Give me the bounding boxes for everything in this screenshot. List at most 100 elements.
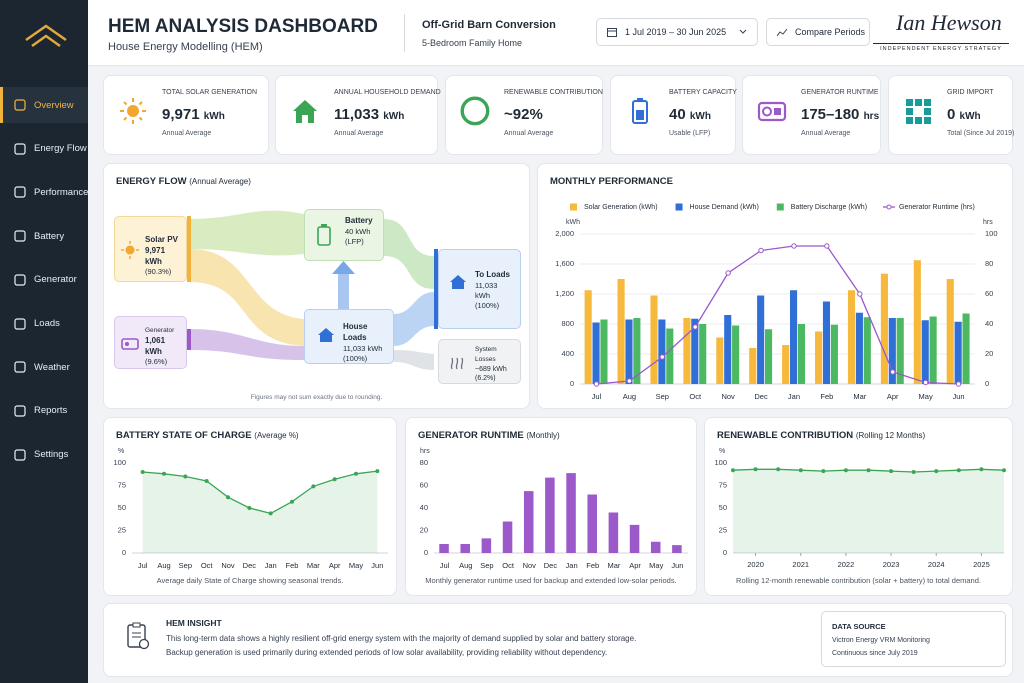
kpi-value: 40 kWh [669, 106, 711, 123]
y-tick-label: 25 [118, 525, 126, 534]
house-icon [318, 328, 334, 342]
bar [666, 328, 674, 384]
x-tick-label: Sep [480, 561, 493, 570]
bar [460, 544, 470, 553]
brand-tagline: INDEPENDENT ENERGY STRATEGY [873, 43, 1009, 52]
point [375, 469, 380, 474]
kpi-card: BATTERY CAPACITY 40 kWh Usable (LFP) [610, 75, 737, 155]
y-tick-label: 0 [424, 548, 428, 557]
bar [732, 325, 740, 384]
bar [954, 321, 962, 384]
bar [617, 279, 625, 384]
chart: 0 25 50 75 100% 2020 2021 2022 2023 2024 2025 [714, 448, 1006, 569]
kpi-number: 11,033 [334, 106, 380, 123]
bar [683, 318, 691, 384]
bar [855, 312, 863, 384]
note: Figures may not sum exactly due to round… [250, 394, 383, 401]
band [189, 249, 304, 346]
kpi-number: 175–180 [801, 106, 860, 123]
icon-shape [14, 143, 26, 155]
data-source-line: Continuous since July 2019 [832, 650, 918, 657]
node-bar [187, 329, 191, 350]
nav-icon [14, 230, 26, 242]
node-losses: System Losses ~689 kWh (6.2%) [438, 339, 521, 384]
x-tick-label: Sep [179, 561, 192, 570]
point [692, 324, 698, 330]
x-tick-label: Jun [952, 392, 964, 401]
x-tick-label: 2023 [883, 560, 900, 569]
bar [764, 329, 773, 384]
renewable-card: RENEWABLE CONTRIBUTION (Rolling 12 Month… [704, 417, 1013, 596]
node-value: 9,971 kWh [145, 245, 166, 266]
kpi-unit: kWh [203, 111, 225, 122]
kpi-card: RENEWABLE CONTRIBUTION ~92% Annual Average [445, 75, 603, 155]
nav-item[interactable]: Settings [0, 437, 88, 473]
nav-item[interactable]: Generator [0, 262, 88, 298]
compare-button[interactable]: Compare Periods [766, 18, 870, 46]
nav-item[interactable]: Overview [0, 87, 88, 123]
node-detail: (100%) [343, 353, 368, 363]
bar [566, 473, 576, 553]
y2-tick-label: 0 [985, 379, 989, 388]
x-tick-label: Apr [629, 561, 641, 570]
nav-item[interactable]: Weather [0, 349, 88, 385]
bar [749, 348, 757, 384]
bar [699, 324, 707, 384]
y-tick-label: 100 [113, 458, 126, 467]
nav-item[interactable]: Loads [0, 306, 88, 342]
point [204, 479, 209, 483]
nav-item[interactable]: Battery [0, 218, 88, 254]
point [183, 474, 188, 479]
bar [913, 260, 921, 384]
node-label: House Loads [343, 322, 368, 342]
kpi-icon [460, 96, 490, 126]
legend-swatch [570, 203, 577, 211]
node-label: To Loads [475, 270, 510, 279]
bar [650, 295, 658, 384]
point [725, 270, 731, 276]
point [731, 468, 735, 473]
subtitle: (Monthly) [526, 431, 560, 440]
caption: Average daily State of Charge showing se… [156, 576, 344, 585]
sun-icon [121, 241, 139, 259]
point [821, 469, 826, 474]
y2-tick-label: 60 [985, 289, 993, 298]
node-generator: Generator 1,061 kWh (9.6%) [114, 316, 187, 369]
clipboard-icon [127, 622, 150, 650]
y-tick-label: 0 [122, 548, 126, 557]
date-picker[interactable]: 1 Jul 2019 – 30 Jun 2025 [596, 18, 758, 46]
y-tick-label: 100 [714, 458, 727, 467]
point [311, 484, 316, 489]
point [922, 379, 929, 386]
y-tick-label: 2,000 [555, 229, 574, 238]
flow-bands [187, 210, 438, 370]
kpi-unit: kWh [689, 111, 711, 122]
y2-tick-label: 20 [985, 349, 993, 358]
x-tick-label: May [919, 392, 933, 401]
point [140, 470, 145, 474]
nav-item[interactable]: Energy Flow [0, 131, 88, 167]
nav-label: Performance [34, 186, 89, 198]
bar [880, 273, 888, 384]
point [753, 467, 758, 472]
kpi-value: 0 kWh [947, 106, 981, 123]
x-tick-label: Feb [286, 561, 299, 570]
point [758, 247, 764, 254]
subtitle: (Rolling 12 Months) [855, 431, 926, 440]
nav-icon [14, 448, 26, 461]
battery-icon [317, 224, 331, 246]
y-tick-label: 1,600 [555, 259, 574, 268]
y-tick-label: 50 [118, 503, 126, 512]
bar [757, 295, 765, 384]
point [857, 291, 863, 297]
kpi-unit: kWh [383, 111, 405, 122]
kpi-card: ANNUAL HOUSEHOLD DEMAND 11,033 kWh Annual … [275, 75, 441, 155]
legend-label: Battery Discharge (kWh) [791, 204, 867, 211]
node-house: House Loads 11,033 kWh (100%) [304, 309, 394, 364]
nav-item[interactable]: Reports [0, 393, 88, 429]
node-detail: (90.3%) [145, 267, 172, 277]
point [979, 467, 984, 472]
nav-item[interactable]: Performance [0, 174, 88, 210]
caption: Rolling 12-month renewable contribution … [736, 576, 981, 585]
legend-swatch [886, 204, 892, 210]
